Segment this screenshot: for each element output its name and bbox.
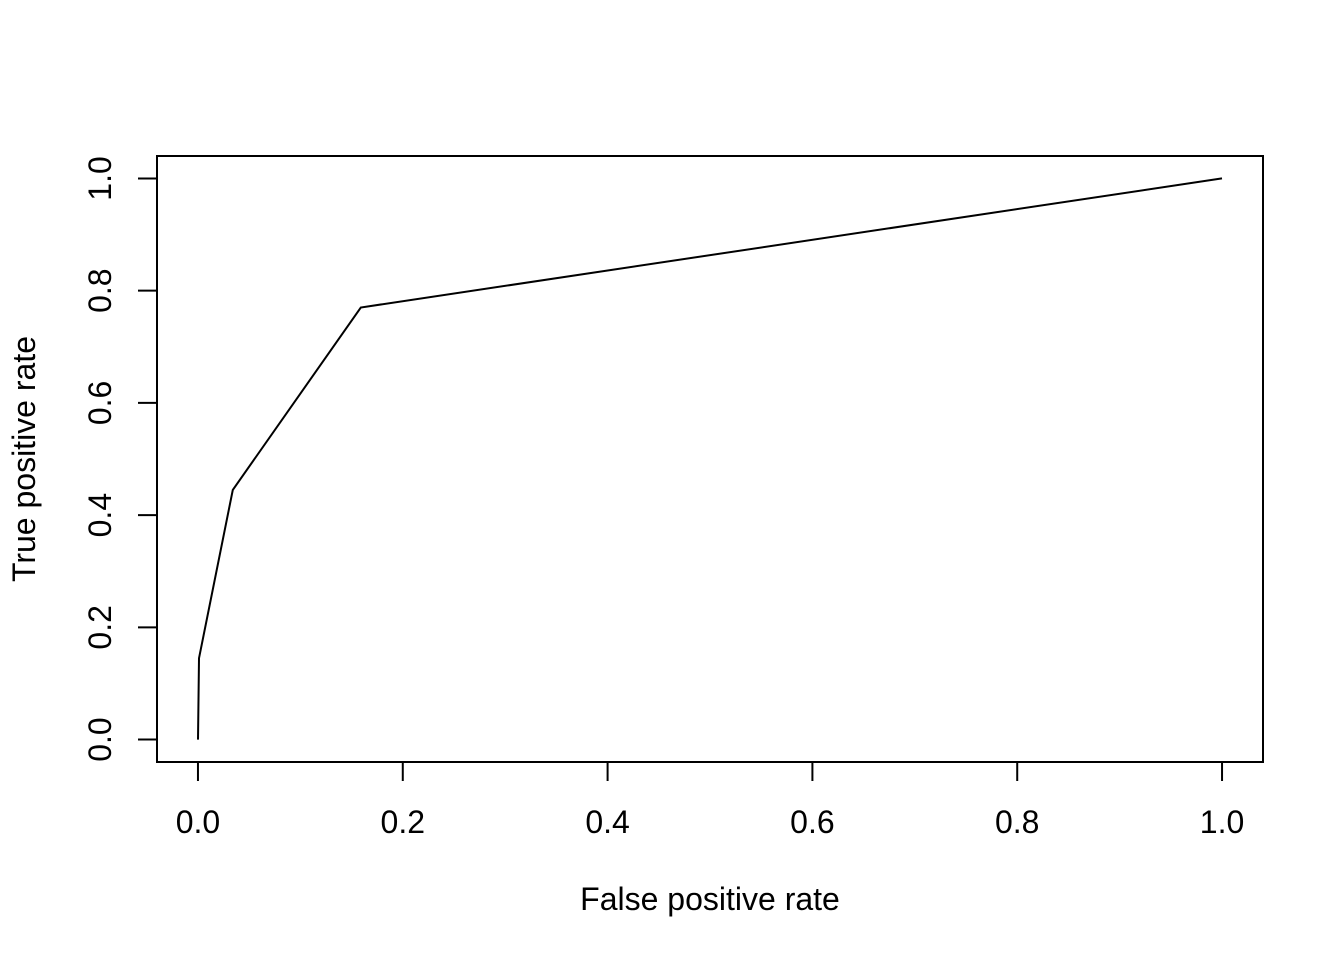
y-axis-ticks — [138, 177, 157, 741]
y-tick-label: 0.2 — [82, 605, 118, 649]
x-tick-label: 0.8 — [995, 804, 1039, 840]
x-axis-ticks — [196, 762, 1224, 781]
x-tick-label: 0.6 — [790, 804, 834, 840]
y-axis-tick-labels: 0.0 0.2 0.4 0.6 0.8 1.0 — [82, 156, 118, 762]
x-tick-label: 0.4 — [585, 804, 629, 840]
y-tick-label: 0.4 — [82, 493, 118, 537]
x-tick-label: 1.0 — [1200, 804, 1244, 840]
x-tick-label: 0.0 — [176, 804, 220, 840]
y-tick-label: 1.0 — [82, 156, 118, 200]
y-tick-label: 0.0 — [82, 717, 118, 761]
y-axis-title: True positive rate — [6, 336, 42, 582]
roc-curve-line — [197, 177, 1223, 740]
plot-border — [156, 155, 1264, 763]
x-axis-title: False positive rate — [580, 881, 840, 917]
x-tick-label: 0.2 — [381, 804, 425, 840]
x-axis-tick-labels: 0.0 0.2 0.4 0.6 0.8 1.0 — [176, 804, 1245, 840]
y-tick-label: 0.8 — [82, 268, 118, 312]
y-tick-label: 0.6 — [82, 381, 118, 425]
